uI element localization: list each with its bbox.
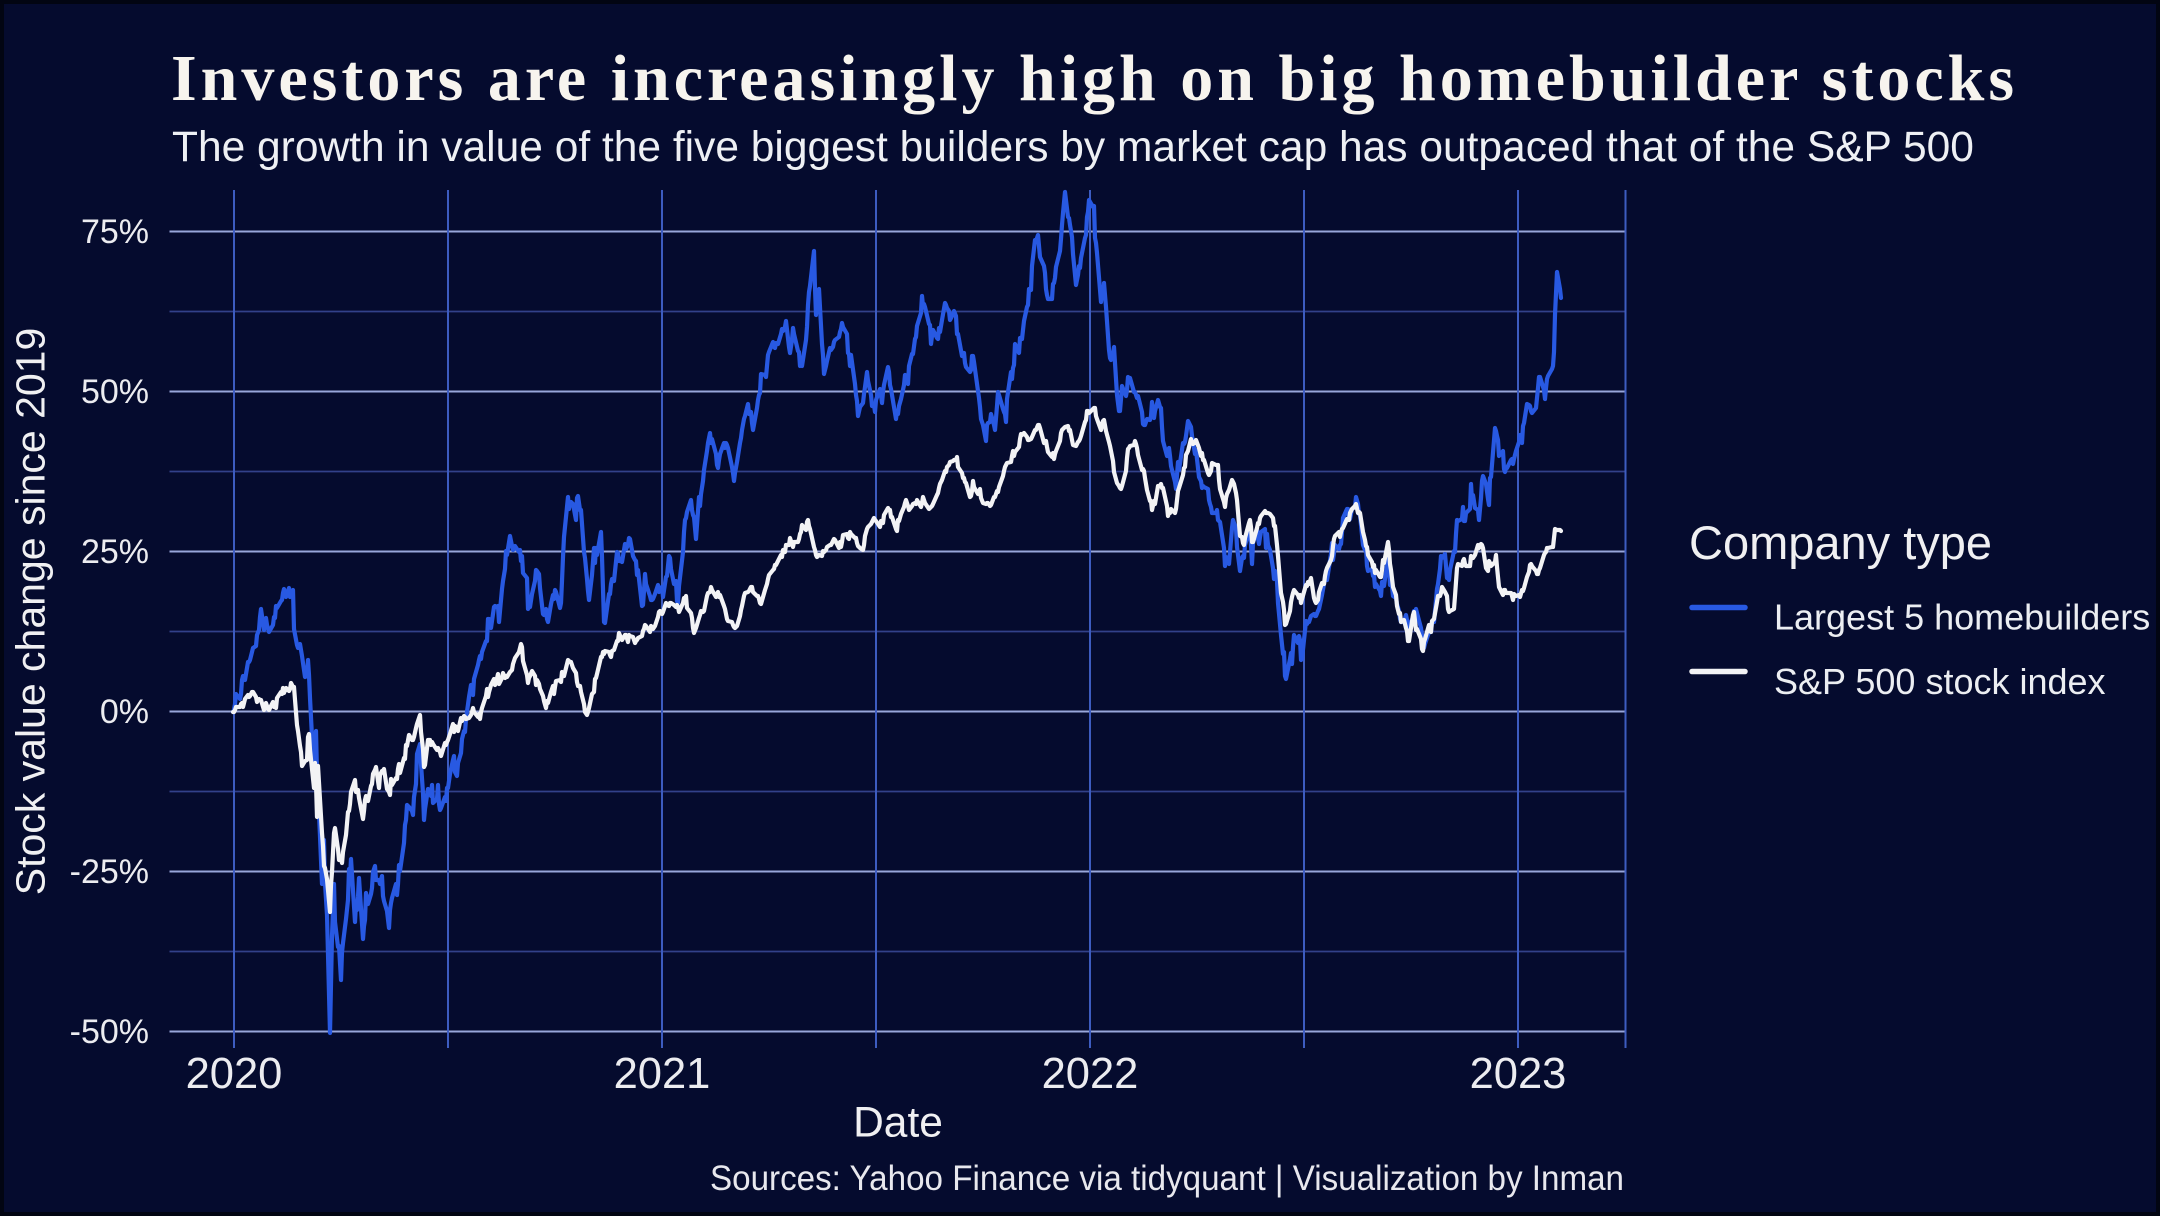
svg-text:S&P 500 stock index: S&P 500 stock index (1774, 661, 2106, 702)
svg-text:Date: Date (853, 1099, 943, 1146)
svg-text:Company type: Company type (1689, 516, 1992, 569)
svg-text:-50%: -50% (70, 1013, 149, 1051)
svg-text:75%: 75% (81, 213, 149, 251)
svg-text:Sources: Yahoo Finance via tid: Sources: Yahoo Finance via tidyquant | V… (710, 1159, 1624, 1198)
svg-text:Largest 5 homebuilders: Largest 5 homebuilders (1774, 597, 2150, 638)
svg-text:Investors are increasingly hig: Investors are increasingly high on big h… (171, 42, 2018, 115)
svg-text:0%: 0% (100, 693, 149, 731)
svg-text:50%: 50% (81, 373, 149, 411)
svg-text:2023: 2023 (1470, 1050, 1567, 1098)
svg-text:Stock value change since 2019: Stock value change since 2019 (8, 328, 54, 896)
svg-text:The growth in value of the fiv: The growth in value of the five biggest … (172, 124, 1974, 171)
svg-text:25%: 25% (81, 533, 149, 571)
svg-text:2021: 2021 (614, 1050, 711, 1098)
svg-text:2020: 2020 (186, 1050, 283, 1098)
svg-text:2022: 2022 (1042, 1050, 1139, 1098)
svg-text:-25%: -25% (70, 853, 149, 891)
